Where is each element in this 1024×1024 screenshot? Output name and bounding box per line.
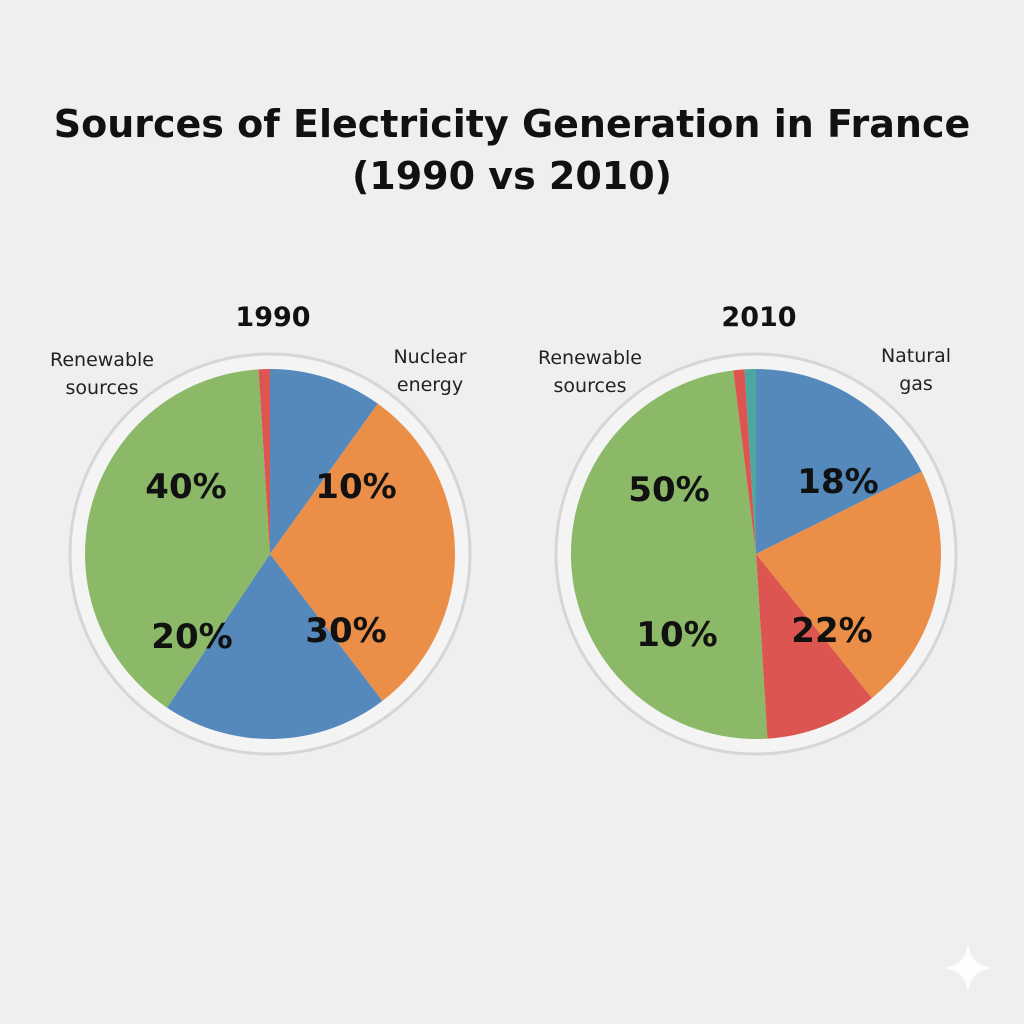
slice-percent-label: 30% [305,611,386,651]
chart-title-line-1: Sources of Electricity Generation in Fra… [53,102,971,146]
category-label: Renewable sources [50,349,154,399]
pie-slice [258,369,270,554]
sparkle-icon [944,944,992,992]
slice-percent-label: 10% [636,615,717,655]
pie-slice [756,554,872,739]
pie-slice [756,369,922,554]
slice-percent-label: 22% [791,611,872,651]
slice-percent-label: 18% [797,462,878,502]
pie-slice [270,368,378,554]
pie-1990: 10% 30% 20% 40% 1990 Renewable sources Nuclear e… [50,302,472,756]
slice-percent-label: 50% [628,470,709,510]
pie-slice [166,554,383,740]
slice-percent-label: 20% [151,617,232,657]
chart-title: Sources of Electricity Generation in Fra… [0,98,1024,202]
pie-year-label: 1990 [235,302,310,333]
pie-2010: 18% 22% 10% 50% 2010 Renewable sources Natural g… [538,302,958,756]
slice-percent-label: 10% [315,467,396,507]
category-label: Natural gas [881,345,951,395]
pie-slice [85,369,271,708]
chart-title-line-2: (1990 vs 2010) [351,154,673,198]
pie-slice [733,369,756,554]
pie-slice [270,403,456,701]
pie-year-label: 2010 [721,302,796,333]
pie-slice [570,370,768,740]
pie-slice [744,369,756,554]
category-label: Nuclear energy [393,346,466,396]
pie-slice [756,471,942,699]
slice-percent-label: 40% [145,467,226,507]
category-label: Renewable sources [538,347,642,397]
